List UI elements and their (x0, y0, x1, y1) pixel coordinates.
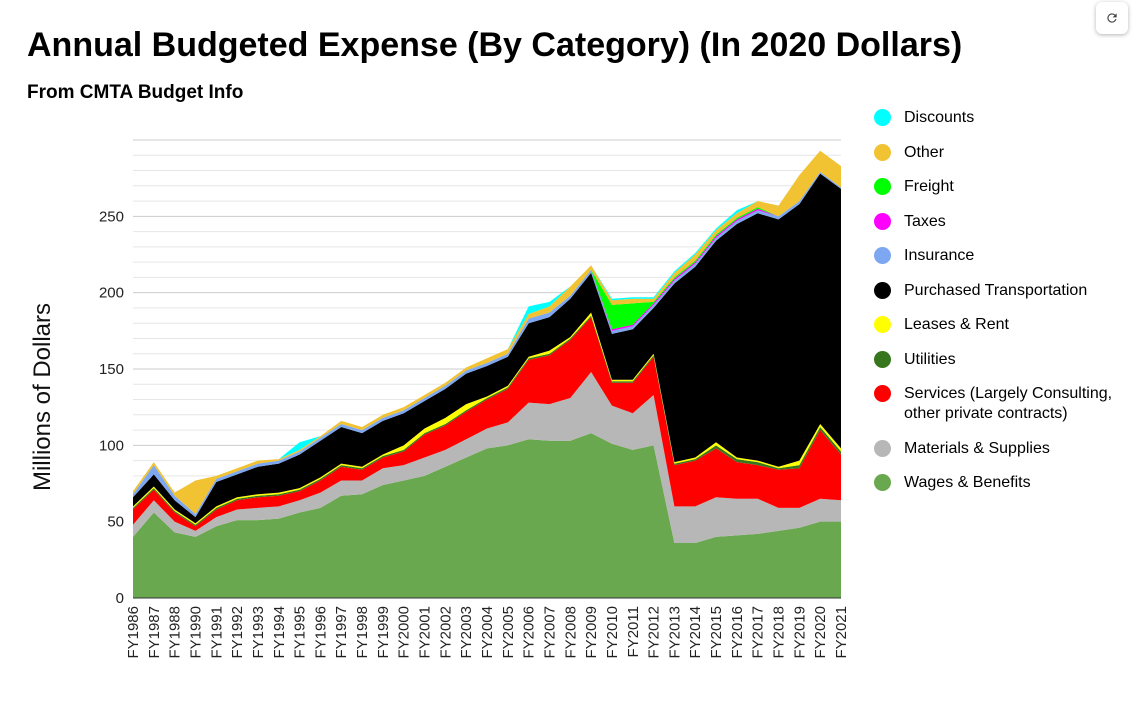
x-tick-label: FY2009 (583, 606, 600, 659)
x-tick-label: FY1996 (312, 606, 329, 659)
x-tick-label: FY1986 (125, 606, 142, 659)
refresh-icon (1107, 13, 1117, 23)
legend-item-wages-benefits[interactable]: Wages & Benefits (874, 473, 1132, 493)
legend-item-leases-rent[interactable]: Leases & Rent (874, 315, 1132, 335)
x-tick-label: FY2004 (479, 606, 496, 659)
x-tick-label: FY2000 (396, 606, 413, 659)
x-tick-label: FY2013 (666, 606, 683, 659)
chart-subtitle: From CMTA Budget Info (27, 82, 244, 103)
x-tick-label: FY2014 (687, 606, 704, 659)
legend-label: Wages & Benefits (904, 474, 1031, 491)
x-tick-label: FY1993 (250, 606, 267, 659)
legend-swatch (874, 282, 891, 299)
y-tick-label: 50 (107, 514, 124, 531)
legend-label: Materials & Supplies (904, 440, 1050, 457)
legend-swatch (874, 351, 891, 368)
x-tick-label: FY1992 (229, 606, 246, 659)
area-series-wages-benefits (133, 433, 841, 598)
legend-label: Purchased Transportation (904, 282, 1088, 299)
x-tick-label: FY1997 (333, 606, 350, 659)
legend-swatch (874, 440, 891, 457)
x-tick-label: FY1999 (375, 606, 392, 659)
x-tick-label: FY2012 (646, 606, 663, 659)
x-tick-label: FY2019 (791, 606, 808, 659)
x-tick-label: FY2006 (521, 606, 538, 659)
x-tick-label: FY2003 (458, 606, 475, 659)
legend-swatch (874, 144, 891, 161)
x-tick-label: FY2016 (729, 606, 746, 659)
legend-item-materials-supplies[interactable]: Materials & Supplies (874, 439, 1132, 459)
y-tick-label: 0 (116, 590, 124, 607)
x-tick-label: FY2007 (541, 606, 558, 659)
legend-item-insurance[interactable]: Insurance (874, 246, 1132, 266)
legend-item-discounts[interactable]: Discounts (874, 108, 1132, 128)
legend-item-services-largely-consulting-other-private-contracts[interactable]: Services (Largely Consulting, other priv… (874, 384, 1132, 424)
y-tick-label: 100 (99, 437, 124, 454)
legend-swatch (874, 474, 891, 491)
legend-label: Freight (904, 178, 954, 195)
legend-label: Insurance (904, 247, 975, 264)
legend-item-freight[interactable]: Freight (874, 177, 1132, 197)
x-tick-label: FY2017 (750, 606, 767, 659)
x-tick-label: FY1994 (271, 606, 288, 659)
legend-label: Other (904, 144, 945, 161)
legend-swatch (874, 213, 891, 230)
refresh-button[interactable] (1096, 2, 1128, 34)
legend-label: Discounts (904, 109, 975, 126)
area-series-purchased-transportation (133, 173, 841, 524)
legend-label: Utilities (904, 351, 956, 368)
x-tick-label: FY2011 (625, 606, 642, 657)
legend-label: Taxes (904, 213, 946, 230)
y-axis-title: Millions of Dollars (29, 303, 56, 491)
legend-swatch (874, 316, 891, 333)
x-tick-label: FY1991 (208, 606, 225, 659)
legend-label: Leases & Rent (904, 316, 1009, 333)
legend-swatch (874, 247, 891, 264)
x-tick-label: FY2005 (500, 606, 517, 659)
x-tick-label: FY1995 (292, 606, 309, 659)
area-series-services-largely-consulting-other-private-contracts (133, 317, 841, 531)
legend-label: Services (Largely Consulting, other priv… (904, 385, 1113, 422)
x-tick-label: FY2010 (604, 606, 621, 659)
legend-item-other[interactable]: Other (874, 143, 1132, 163)
y-tick-label: 150 (99, 361, 124, 378)
x-tick-label: FY2008 (562, 606, 579, 659)
x-tick-label: FY1987 (146, 606, 163, 659)
legend-swatch (874, 385, 891, 402)
x-tick-label: FY1988 (167, 606, 184, 659)
x-tick-label: FY1998 (354, 606, 371, 659)
legend-item-taxes[interactable]: Taxes (874, 212, 1132, 232)
legend-swatch (874, 109, 891, 126)
legend-swatch (874, 178, 891, 195)
y-tick-label: 200 (99, 285, 124, 302)
x-tick-label: FY2020 (812, 606, 829, 659)
x-tick-label: FY2015 (708, 606, 725, 659)
x-tick-label: FY1990 (187, 606, 204, 659)
y-tick-label: 250 (99, 208, 124, 225)
x-tick-label: FY2021 (833, 606, 850, 659)
x-tick-label: FY2018 (771, 606, 788, 659)
area-series-materials-supplies (133, 372, 841, 544)
chart-title: Annual Budgeted Expense (By Category) (I… (27, 26, 963, 64)
x-tick-label: FY2002 (437, 606, 454, 659)
x-tick-label: FY2001 (417, 606, 434, 659)
legend-item-purchased-transportation[interactable]: Purchased Transportation (874, 281, 1132, 301)
legend-item-utilities[interactable]: Utilities (874, 350, 1132, 370)
